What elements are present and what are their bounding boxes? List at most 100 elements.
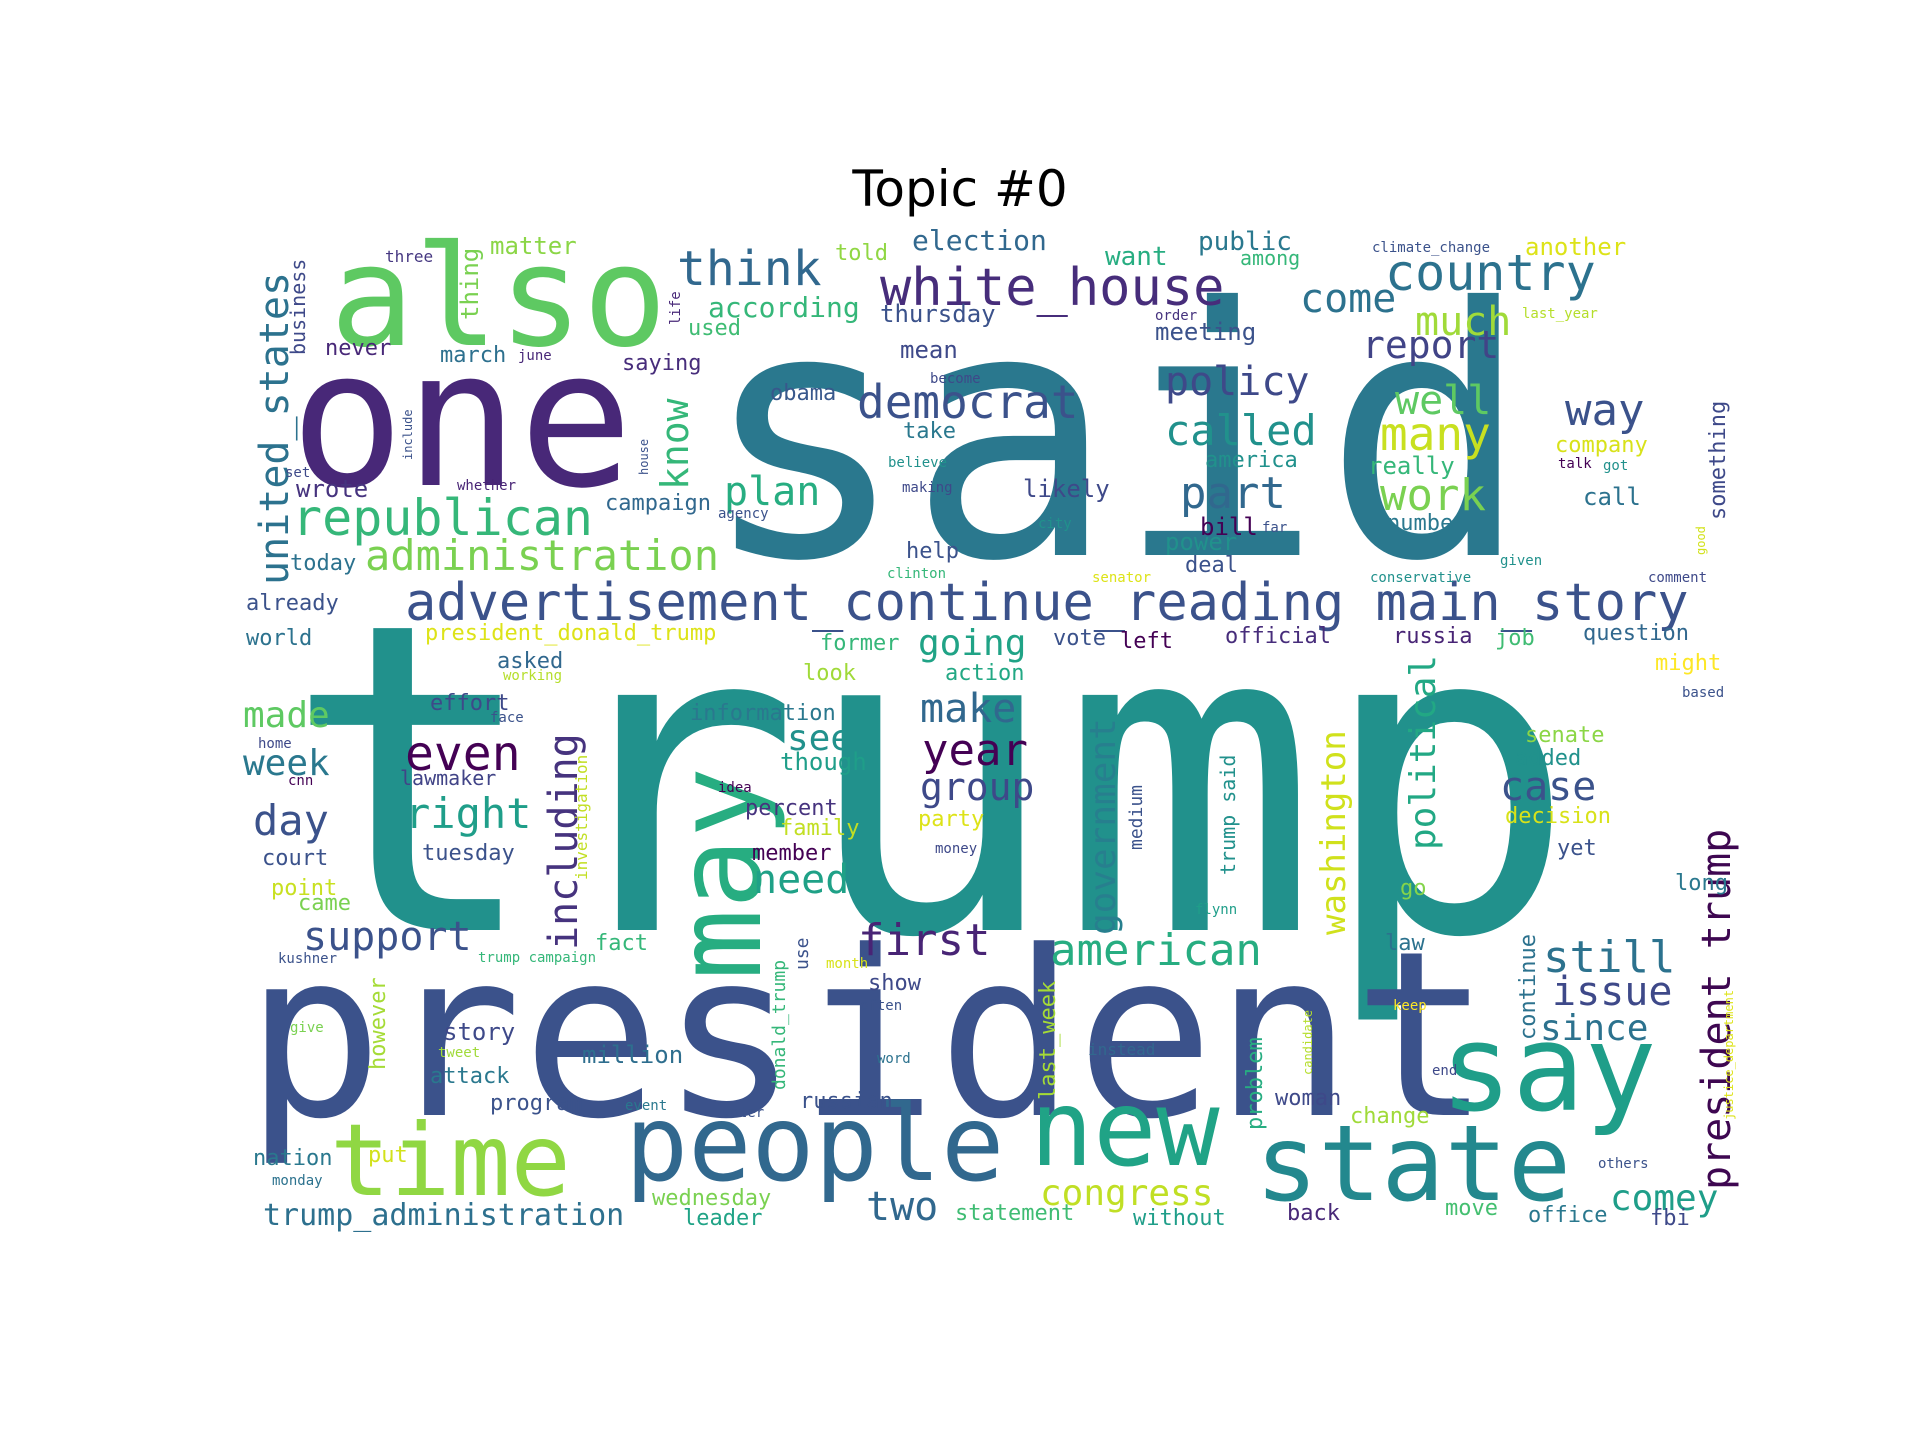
word-problem: problem — [1243, 1037, 1268, 1130]
word-percent: percent — [745, 796, 838, 821]
word-bill: bill — [1200, 513, 1258, 541]
word-statement: statement — [955, 1201, 1074, 1226]
word-cnn: cnn — [288, 773, 313, 789]
word-much: much — [1415, 299, 1511, 345]
word-world: world — [246, 626, 312, 651]
word-talk: talk — [1558, 456, 1592, 472]
word-idea: idea — [718, 780, 752, 796]
word-three: three — [385, 247, 433, 266]
word-according: according — [708, 291, 860, 324]
word-likely: likely — [1023, 475, 1110, 503]
word-make: make — [920, 686, 1016, 732]
word-part: part — [1180, 468, 1286, 519]
word-washington: washington — [1314, 730, 1354, 935]
word-white-house: white_house — [880, 258, 1224, 318]
word-attack: attack — [430, 1064, 509, 1089]
word-show: show — [868, 971, 922, 996]
word-support: support — [303, 914, 472, 960]
word-life: life — [668, 291, 684, 325]
word-saying: saying — [622, 351, 701, 376]
word-million: million — [582, 1041, 683, 1069]
word-public: public — [1198, 227, 1292, 257]
word-information: information — [690, 701, 836, 726]
word-leader: leader — [683, 1206, 762, 1231]
word-company: company — [1555, 433, 1648, 458]
word-wrote: wrote — [296, 475, 368, 503]
word-come: come — [1300, 276, 1396, 322]
word-group: group — [920, 765, 1034, 809]
word-family: family — [780, 816, 859, 841]
word-order: order — [1155, 308, 1197, 324]
word-another: another — [1525, 233, 1626, 261]
word-thursday: thursday — [880, 300, 996, 328]
word-government: government — [1083, 718, 1124, 935]
word-given: given — [1500, 553, 1542, 569]
word-tweet: tweet — [438, 1045, 480, 1061]
word-left: left — [1120, 629, 1173, 654]
word-president-donald-trump: president_donald_trump — [425, 621, 716, 646]
word-justice-department: justice_department — [1722, 990, 1736, 1120]
word-even: even — [405, 726, 521, 782]
word-business: business — [286, 259, 310, 355]
word-action: action — [945, 661, 1024, 686]
word-use: use — [792, 937, 813, 970]
word-really: really — [1368, 452, 1455, 480]
word-home: home — [258, 736, 292, 752]
word-comment: comment — [1648, 570, 1707, 586]
word-policy: policy — [1165, 359, 1310, 405]
word-face: face — [490, 710, 524, 726]
word-include: include — [401, 409, 415, 460]
word-see: see — [787, 718, 852, 759]
word-republican: republican — [292, 489, 593, 547]
word-keep: keep — [1393, 998, 1427, 1014]
word-making: making — [902, 480, 953, 496]
word-number: number — [1387, 511, 1466, 536]
word-yet: yet — [1557, 836, 1597, 861]
word-march: march — [440, 343, 506, 368]
word-advertisement-continue-reading-main-story: advertisement_continue_reading main_stor… — [405, 573, 1689, 633]
word-people: people — [625, 1083, 1004, 1205]
word-give: give — [290, 1020, 324, 1036]
word-think: think — [677, 241, 822, 297]
word-back: back — [1287, 1201, 1340, 1226]
word-senator: senator — [1092, 570, 1151, 586]
word-fbi: fbi — [1650, 1206, 1690, 1231]
word-last-year: last_year — [1522, 306, 1598, 322]
word-agency: agency — [718, 506, 769, 522]
word-member: member — [752, 841, 831, 866]
word-senate: senate — [1525, 723, 1604, 748]
word-united-states: united_states — [252, 272, 298, 585]
word-conservative: conservative — [1370, 570, 1471, 586]
word-russia: russia — [1393, 624, 1472, 649]
word-lawmaker: lawmaker — [400, 766, 496, 790]
word-made: made — [243, 695, 330, 736]
word-want: want — [1105, 242, 1168, 272]
word-among: among — [1240, 246, 1300, 270]
word-asked: asked — [497, 649, 563, 674]
word-effort: effort — [430, 691, 509, 716]
word-time: time — [330, 1102, 571, 1219]
word-never: never — [325, 336, 391, 361]
word-june: june — [518, 348, 552, 364]
word-power: power — [1165, 528, 1237, 556]
word-congress: congress — [1040, 1173, 1213, 1214]
word-right: right — [405, 789, 531, 838]
word-nation: nation — [253, 1146, 332, 1171]
word-already: already — [246, 591, 339, 616]
word-say: say — [1440, 1000, 1657, 1139]
word-far: far — [1262, 520, 1287, 536]
word-monday: monday — [272, 1173, 323, 1189]
word-many: many — [1380, 407, 1491, 461]
word-case: case — [1500, 764, 1596, 810]
word-new: new — [1030, 1068, 1220, 1190]
word-move: move — [1445, 1196, 1498, 1221]
word-also: also — [330, 216, 667, 379]
word-report: report — [1362, 323, 1499, 367]
word-long: long — [1675, 871, 1728, 896]
word-said: said — [700, 236, 1531, 637]
word-court: court — [262, 846, 328, 871]
word-democrat: democrat — [857, 375, 1079, 429]
word-house: house — [637, 439, 651, 475]
word-point: point — [271, 876, 337, 901]
